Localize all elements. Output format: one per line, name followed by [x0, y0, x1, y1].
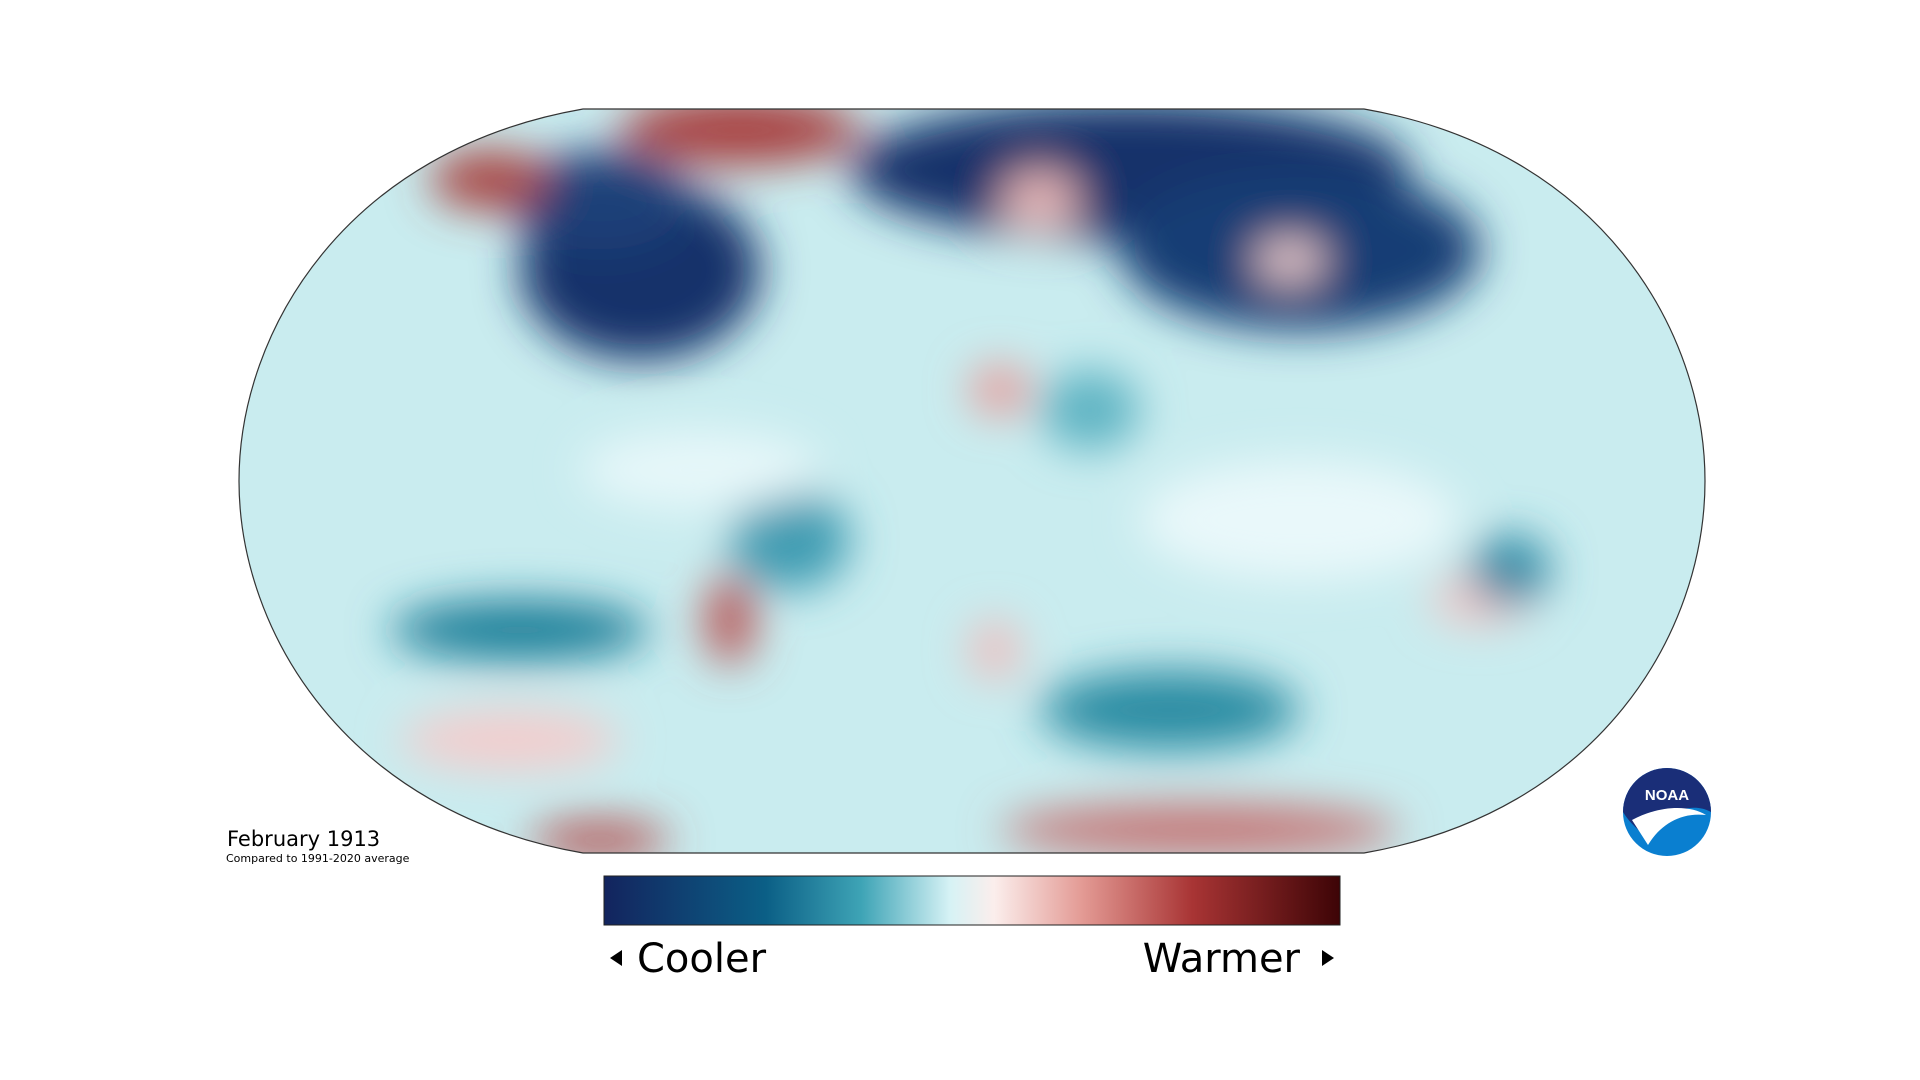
map-subtitle: Compared to 1991-2020 average: [226, 852, 410, 865]
anomaly-map: [239, 109, 1705, 853]
map-title: February 1913: [227, 827, 380, 851]
logo-text: NOAA: [1645, 787, 1689, 804]
legend-high-label: Warmer: [1143, 936, 1301, 982]
noaa-logo: NOAA: [1623, 768, 1711, 856]
color-bar: [603, 875, 1341, 926]
legend-low-label: Cooler: [637, 936, 767, 982]
map-outline: [238, 108, 1706, 854]
arrow-right: [1322, 950, 1334, 966]
arrow-left: [610, 950, 622, 966]
